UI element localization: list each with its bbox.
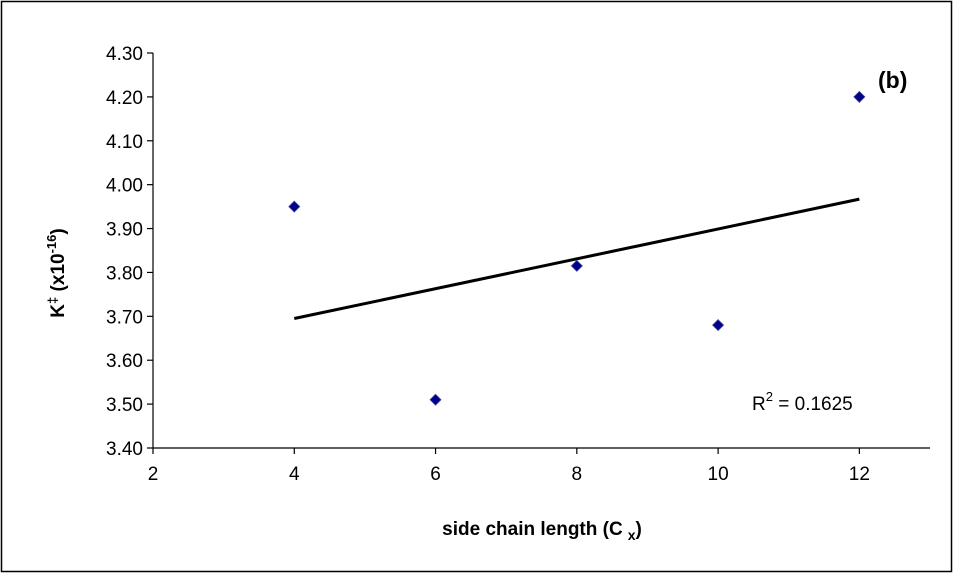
- trendline-group: [293, 197, 860, 320]
- y-axis-title: K‡ (x10-16): [44, 228, 69, 317]
- x-tick-label: 10: [708, 464, 729, 485]
- x-tick-label: 6: [430, 464, 441, 485]
- r-squared-annotation: R2 = 0.1625: [752, 389, 853, 415]
- y-tick-label: 4.30: [106, 44, 143, 65]
- y-tick-label: 3.80: [106, 263, 143, 284]
- data-points: [288, 90, 866, 406]
- y-tick-label: 3.40: [106, 439, 143, 460]
- y-tick-label: 3.50: [106, 395, 143, 416]
- x-tick-label: 2: [148, 464, 159, 485]
- panel-label: (b): [878, 67, 907, 93]
- y-tick-label: 4.00: [106, 176, 143, 197]
- data-point: [853, 90, 866, 103]
- data-point: [288, 200, 301, 213]
- x-tick-label: 4: [289, 464, 300, 485]
- x-tick-label: 12: [849, 464, 870, 485]
- x-axis-title: side chain length (C x): [442, 519, 642, 543]
- data-point: [429, 393, 442, 406]
- y-tick-label: 4.20: [106, 88, 143, 109]
- trendline: [293, 197, 860, 320]
- data-point: [570, 259, 583, 272]
- y-tick-label: 3.60: [106, 351, 143, 372]
- axes: [147, 52, 930, 454]
- y-tick-label: 3.90: [106, 220, 143, 241]
- x-tick-label: 8: [572, 464, 583, 485]
- y-tick-labels: 3.40 3.50 3.60 3.70 3.80 3.90 4.00 4.10 4.20 4.30: [106, 44, 143, 460]
- y-tick-label: 4.10: [106, 132, 143, 153]
- y-tick-label: 3.70: [106, 307, 143, 328]
- x-tick-labels: 2 4 6 8 10 12: [148, 464, 870, 485]
- data-point: [712, 319, 725, 332]
